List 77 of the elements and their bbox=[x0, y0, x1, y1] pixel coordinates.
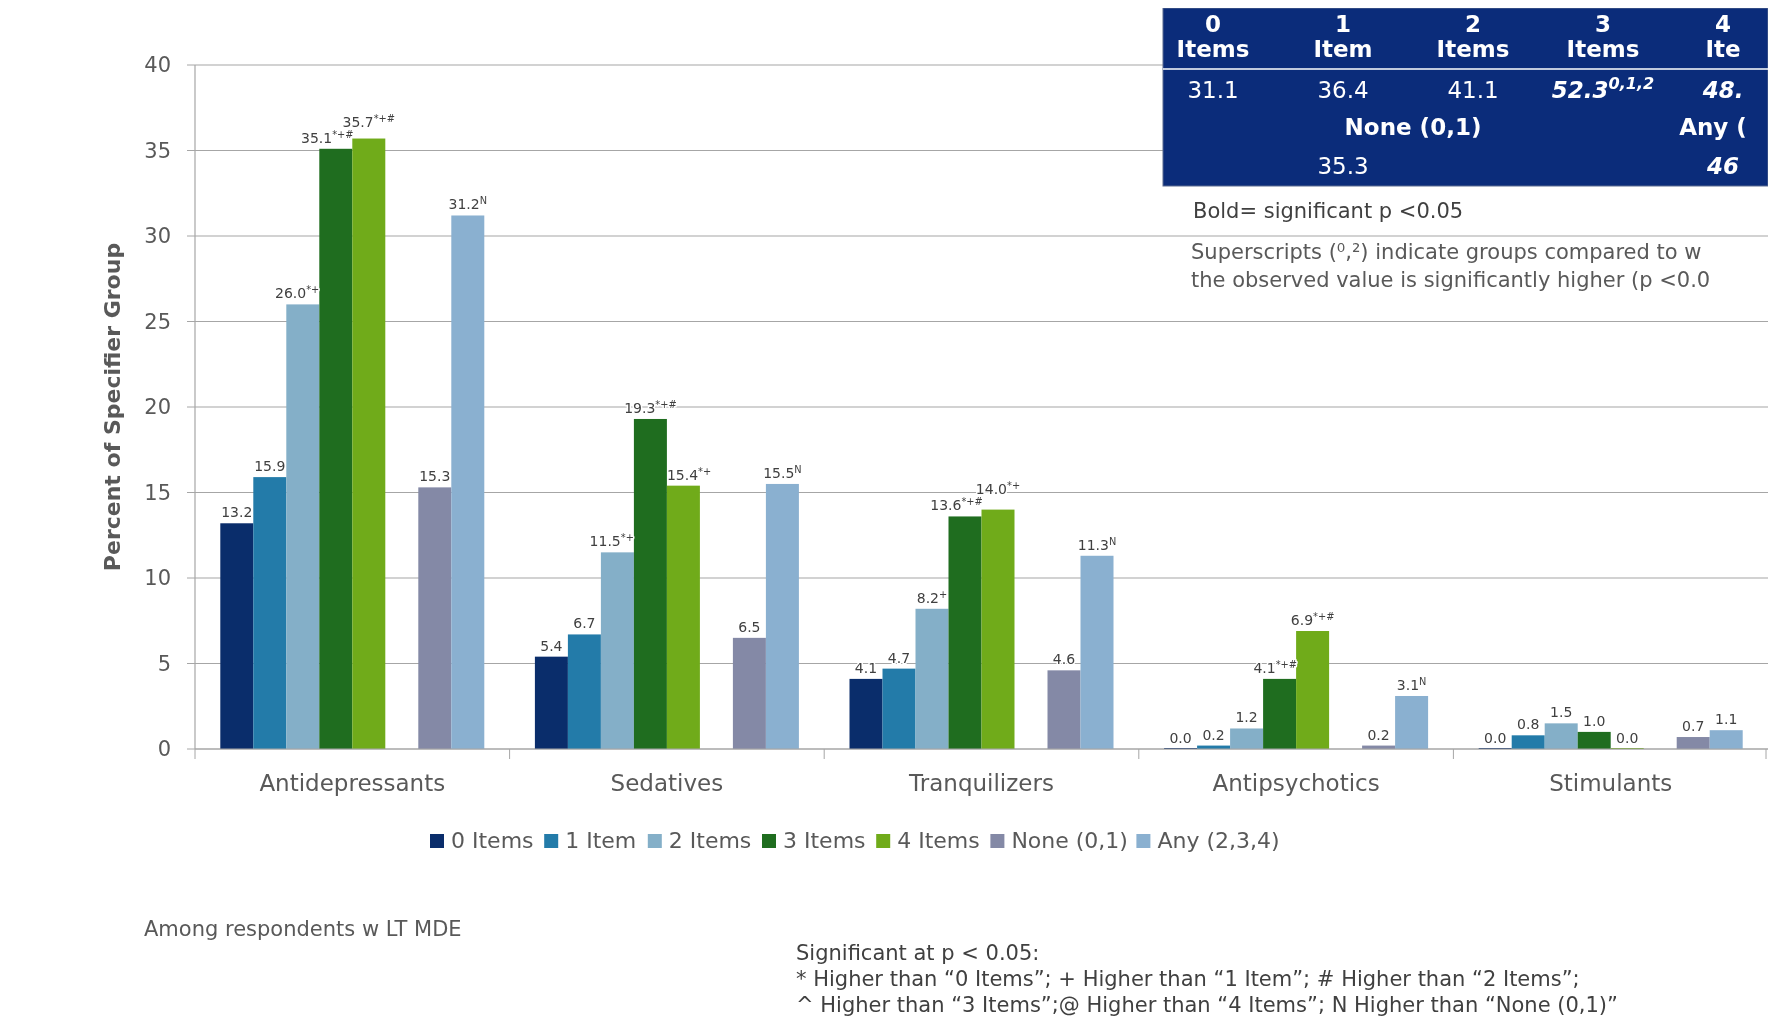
annotation: 46 bbox=[1705, 153, 1740, 179]
legend-label: 0 Items bbox=[451, 828, 534, 853]
data-label: 15.9 bbox=[254, 458, 286, 475]
data-label: 35.1$^{*+#}$ bbox=[301, 128, 354, 146]
annotation: Bold= significant p <0.05 bbox=[1193, 199, 1464, 223]
data-label: 0.2 bbox=[1367, 726, 1390, 743]
legend-label: Any (2,3,4) bbox=[1157, 828, 1280, 853]
data-label: 4.6 bbox=[1052, 651, 1076, 668]
y-tick-label: 20 bbox=[144, 395, 171, 420]
text: ^ Higher than “3 Items”;@ Higher than “4 Items”; N Higher than “None (0,1)” bbox=[796, 993, 1618, 1017]
data-label: 13.6$^{*+#}$ bbox=[930, 495, 983, 514]
data-label: 1.5 bbox=[1550, 704, 1573, 721]
legend-label: 3 Items bbox=[783, 828, 866, 853]
data-label: 6.7 bbox=[573, 615, 596, 632]
x-tick-label: Antidepressants bbox=[259, 770, 446, 796]
data-label: 0.0 bbox=[1169, 730, 1192, 746]
y-tick-label: 30 bbox=[144, 224, 171, 249]
y-tick-label: 15 bbox=[144, 480, 171, 505]
y-tick-label: 0 bbox=[157, 737, 171, 762]
y-tick-label: 25 bbox=[144, 309, 171, 334]
data-label: 6.9$^{*+#}$ bbox=[1290, 610, 1335, 629]
data-label: 1.1 bbox=[1715, 711, 1738, 728]
data-label: 15.5$^{N}$ bbox=[763, 463, 802, 481]
y-tick-label: 5 bbox=[157, 651, 171, 676]
annotation: None (0,1) bbox=[1344, 114, 1482, 140]
y-tick-label: 35 bbox=[144, 138, 171, 163]
data-label: 0.2 bbox=[1202, 726, 1225, 743]
data-label: 26.0$^{*+}$ bbox=[275, 283, 320, 302]
data-label: 0.7 bbox=[1682, 718, 1705, 735]
data-label: 8.2$^{+}$ bbox=[916, 588, 948, 606]
text: 1 Item bbox=[1313, 11, 1373, 62]
legend-label: 4 Items bbox=[897, 828, 980, 853]
data-label: 5.4 bbox=[540, 637, 563, 654]
y-axis-title: Percent of Specifier Group bbox=[100, 242, 125, 572]
text: 4 Ite bbox=[1705, 11, 1741, 62]
annotation: 52.3$^{0,1,2}$ bbox=[1551, 73, 1655, 103]
data-label: 15.4$^{*+}$ bbox=[666, 465, 712, 483]
legend-label: 1 Item bbox=[565, 828, 637, 853]
annotation: 41.1 bbox=[1447, 77, 1499, 103]
data-label: 15.3 bbox=[419, 468, 451, 485]
text: Significant at p < 0.05: bbox=[796, 941, 1040, 965]
data-label: 4.1 bbox=[854, 659, 878, 676]
annotation: 31.1 bbox=[1187, 77, 1239, 103]
data-label: 4.7 bbox=[887, 649, 911, 666]
data-label: 0.8 bbox=[1517, 716, 1540, 733]
data-label: 3.1$^{N}$ bbox=[1396, 675, 1427, 693]
annotation: Any ( bbox=[1679, 114, 1747, 140]
text: 3 Items bbox=[1566, 11, 1640, 62]
data-label: 35.7$^{*+#}$ bbox=[342, 112, 396, 130]
data-label: 19.3$^{*+#}$ bbox=[624, 398, 677, 416]
data-label: 14.0$^{*+}$ bbox=[975, 479, 1021, 498]
annotation: 36.4 bbox=[1317, 77, 1369, 103]
legend-label: 2 Items bbox=[668, 828, 752, 853]
annotation: Superscripts (⁰,²) indicate groups compared to w bbox=[1191, 240, 1702, 264]
x-tick-label: Sedatives bbox=[610, 770, 724, 796]
data-label: 11.5$^{*+}$ bbox=[589, 531, 634, 550]
x-tick-label: Tranquilizers bbox=[908, 770, 1054, 796]
text: Among respondents w LT MDE bbox=[144, 917, 462, 941]
text: 0 Items bbox=[1176, 11, 1250, 62]
x-tick-label: Antipsychotics bbox=[1212, 770, 1380, 796]
x-tick-label: Stimulants bbox=[1549, 770, 1673, 796]
text: 2 Items bbox=[1436, 11, 1510, 62]
y-tick-label: 10 bbox=[144, 566, 171, 591]
y-tick-label: 40 bbox=[144, 53, 171, 78]
data-label: 1.2 bbox=[1235, 709, 1258, 726]
text: * Higher than “0 Items”; + Higher than “1 Item”; # Higher than “2 Items”; bbox=[796, 967, 1580, 991]
data-label: 11.3$^{N}$ bbox=[1077, 535, 1117, 553]
legend-label: None (0,1) bbox=[1011, 828, 1128, 853]
data-label: 0.0 bbox=[1616, 730, 1639, 746]
data-label: 6.5 bbox=[738, 618, 761, 635]
annotation: 35.3 bbox=[1317, 153, 1369, 179]
data-label: 13.2 bbox=[221, 504, 253, 521]
data-label: 0.0 bbox=[1484, 730, 1507, 746]
data-label: 1.0 bbox=[1583, 712, 1606, 729]
annotation: 48. bbox=[1701, 77, 1744, 103]
data-label: 31.2$^{N}$ bbox=[448, 194, 488, 213]
annotation: the observed value is significantly higher (p <0.0 bbox=[1191, 268, 1711, 292]
